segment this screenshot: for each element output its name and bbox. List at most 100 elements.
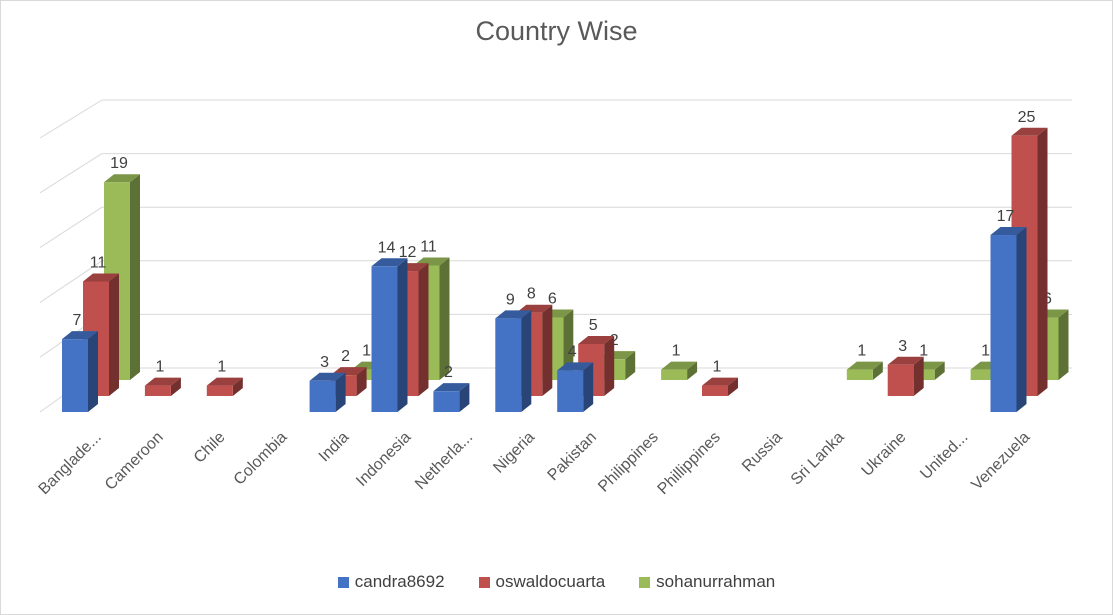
data-label: 5 <box>589 317 598 334</box>
legend-label: oswaldocuarta <box>495 572 606 591</box>
data-label: 1 <box>217 359 226 376</box>
data-label: 11 <box>420 238 437 255</box>
bar-side-sohanurrahman <box>872 361 883 380</box>
data-label: 19 <box>110 155 128 172</box>
bar-candra8692 <box>62 339 88 412</box>
bar-sohanurrahman <box>661 369 688 380</box>
data-label: 17 <box>997 208 1015 225</box>
bar-oswaldocuarta <box>144 385 171 396</box>
bar-top-candra8692 <box>62 331 98 340</box>
data-label: 3 <box>898 338 907 355</box>
bar-candra8692 <box>309 380 336 412</box>
data-label: 8 <box>527 286 536 303</box>
bar-side-candra8692 <box>521 310 532 412</box>
bar-sohanurrahman <box>846 369 873 380</box>
bar-top-sohanurrahman <box>104 174 140 183</box>
legend-swatch <box>639 576 651 588</box>
bar-oswaldocuarta <box>702 385 728 396</box>
x-tick-label: Venezuela <box>968 429 1033 494</box>
x-tick-label: Sri Lanka <box>788 429 848 489</box>
bar-side-oswaldocuarta <box>170 377 181 396</box>
legend-label: candra8692 <box>354 572 445 591</box>
bar-side-candra8692 <box>1016 227 1027 412</box>
data-label: 2 <box>610 332 619 349</box>
gridline-side <box>39 206 103 249</box>
bar-side-oswaldocuarta <box>542 304 553 396</box>
data-label: 1 <box>713 359 722 376</box>
x-tick-label: Chile <box>191 429 229 467</box>
data-label: 1 <box>672 343 681 360</box>
data-label: 4 <box>568 343 577 360</box>
legend-entry: candra8692 <box>337 572 445 592</box>
bar-top-oswaldocuarta <box>1011 127 1048 136</box>
bar-side-oswaldocuarta <box>418 263 429 396</box>
chart-legend: candra8692 oswaldocuarta sohanurrahman <box>0 572 1113 592</box>
legend-entry: oswaldocuarta <box>478 572 606 592</box>
bar-candra8692 <box>433 391 460 412</box>
bar-top-candra8692 <box>495 310 532 319</box>
gridline-side <box>39 99 103 139</box>
bar-top-oswaldocuarta <box>887 356 924 365</box>
bar-top-candra8692 <box>990 227 1027 236</box>
x-tick-label: Netherla... <box>412 429 476 493</box>
data-label: 1 <box>857 343 866 360</box>
bar-top-candra8692 <box>433 383 470 392</box>
chart-title: Country Wise <box>475 16 638 46</box>
bar-side-sohanurrahman <box>1058 309 1069 380</box>
bar-top-candra8692 <box>371 258 408 267</box>
bar-side-sohanurrahman <box>934 361 945 380</box>
bar-side-sohanurrahman <box>687 361 698 380</box>
legend-swatch <box>478 576 490 588</box>
bar-side-oswaldocuarta <box>109 273 119 396</box>
x-tick-label: Banglade... <box>36 429 105 498</box>
bar-side-candra8692 <box>88 331 98 412</box>
bar-candra8692 <box>371 266 398 412</box>
gridline-side <box>39 260 103 303</box>
data-label: 1 <box>155 359 164 376</box>
bar-side-oswaldocuarta <box>913 356 924 396</box>
x-tick-label: Colombia <box>231 429 291 489</box>
bar-side-sohanurrahman <box>130 174 140 380</box>
bar-oswaldocuarta <box>887 364 914 396</box>
bar-side-candra8692 <box>583 362 594 412</box>
bar-top-oswaldocuarta <box>144 377 181 386</box>
x-tick-label: Cameroon <box>102 429 167 494</box>
bar-side-candra8692 <box>335 372 346 412</box>
bar-sohanurrahman <box>970 369 997 380</box>
bar-top-oswaldocuarta <box>578 335 615 344</box>
x-tick-label: Phillippines <box>655 429 724 498</box>
bar-top-sohanurrahman <box>661 361 698 370</box>
bar-side-oswaldocuarta <box>232 377 243 396</box>
data-label: 6 <box>548 291 557 308</box>
x-tick-label: Philippines <box>595 429 662 496</box>
x-tick-label: United... <box>917 429 971 483</box>
data-label: 25 <box>1018 109 1036 126</box>
legend-entry: sohanurrahman <box>639 572 775 592</box>
data-label: 11 <box>90 254 107 271</box>
legend-label: sohanurrahman <box>656 572 776 591</box>
data-label: 14 <box>378 239 396 256</box>
bar-side-oswaldocuarta <box>1037 127 1048 396</box>
bar-side-sohanurrahman <box>439 257 450 380</box>
bar-side-candra8692 <box>459 383 470 412</box>
x-tick-label: Pakistan <box>545 429 600 484</box>
data-label: 1 <box>919 343 928 360</box>
data-label: 12 <box>399 244 417 261</box>
bar-side-sohanurrahman <box>625 351 636 380</box>
x-tick-label: Russia <box>739 429 786 476</box>
bar-side-oswaldocuarta <box>604 335 615 396</box>
bar-top-sohanurrahman <box>846 361 883 370</box>
bar-top-candra8692 <box>557 362 594 371</box>
data-label: 2 <box>444 364 453 381</box>
bar-top-oswaldocuarta <box>206 377 243 386</box>
x-tick-label: Indonesia <box>353 429 414 490</box>
data-label: 3 <box>320 354 329 371</box>
gridline-side <box>39 153 103 194</box>
bar-candra8692 <box>990 235 1017 412</box>
bar-side-oswaldocuarta <box>728 377 738 396</box>
legend-swatch <box>337 576 349 588</box>
bar-side-oswaldocuarta <box>356 367 367 396</box>
bar-candra8692 <box>557 370 584 412</box>
data-label: 1 <box>362 343 371 360</box>
